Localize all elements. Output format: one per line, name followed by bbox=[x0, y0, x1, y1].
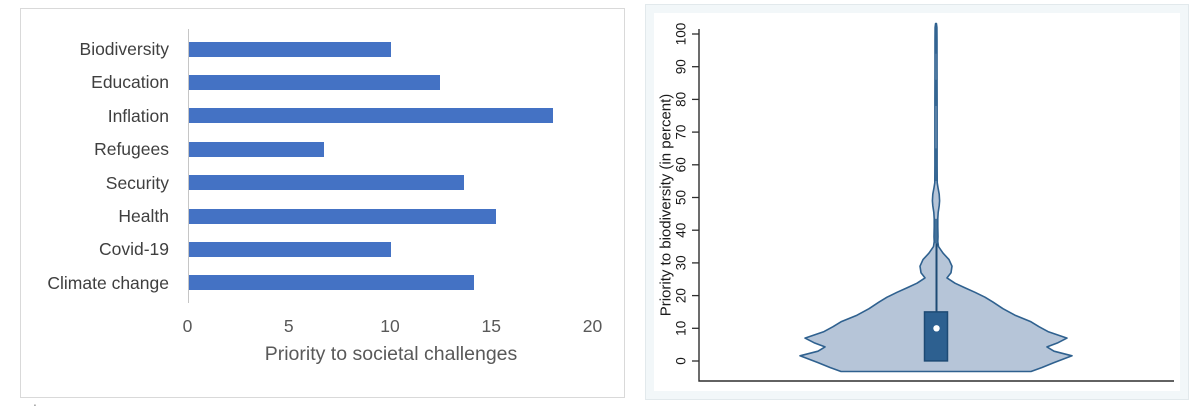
y-tick-label: 90 bbox=[674, 59, 689, 74]
y-tick-label: 40 bbox=[674, 223, 689, 238]
violin-chart-canvas: 0 10 20 30 40 50 60 70 80 90 100 Priority to biodiv… bbox=[658, 22, 1174, 382]
bar-security bbox=[188, 175, 464, 191]
violin-axis-lines bbox=[698, 29, 1174, 382]
bar-chart-panel: Biodiversity Education Inflation Refugees Se… bbox=[20, 8, 625, 398]
median-dot bbox=[933, 325, 940, 332]
y-tick-label: 20 bbox=[674, 288, 689, 303]
bar-refugees bbox=[188, 141, 325, 157]
x-tick-label: 5 bbox=[283, 316, 294, 336]
violin-stem-segment bbox=[934, 148, 938, 182]
category-label: Refugees bbox=[94, 139, 169, 160]
category-label: Security bbox=[105, 172, 169, 193]
category-label: Health bbox=[118, 206, 169, 226]
stray-period-mark: . bbox=[33, 393, 37, 409]
category-label: Education bbox=[91, 72, 169, 93]
bar-biodiversity bbox=[188, 41, 391, 57]
x-tick-label: 0 bbox=[182, 316, 193, 336]
bar-chart-y-axis-line bbox=[187, 29, 189, 303]
x-tick-label: 10 bbox=[380, 316, 400, 336]
violin-chart-panel: 0 10 20 30 40 50 60 70 80 90 100 Priority to biodiv… bbox=[645, 4, 1189, 400]
y-tick-label: 50 bbox=[674, 190, 689, 205]
y-tick-label: 100 bbox=[674, 23, 689, 46]
bar-education bbox=[188, 74, 440, 90]
category-label: Climate change bbox=[47, 272, 169, 293]
category-label: Inflation bbox=[107, 105, 169, 126]
violin-stem-segment bbox=[934, 27, 938, 54]
x-tick-label: 15 bbox=[481, 316, 501, 336]
violin-density-shape bbox=[799, 22, 1073, 373]
bar-inflation bbox=[188, 108, 553, 124]
category-label: Covid-19 bbox=[98, 239, 169, 260]
x-tick-label: 20 bbox=[582, 316, 603, 336]
violin-stem-segment bbox=[934, 218, 938, 244]
violin-y-axis-title: Priority to biodiversity (in percent) bbox=[658, 94, 675, 317]
violin-stem-segment bbox=[934, 79, 938, 106]
y-tick-label: 10 bbox=[674, 321, 689, 336]
bar-climate-change bbox=[188, 275, 474, 291]
box-interquartile-rect bbox=[923, 311, 949, 362]
y-tick-label: 70 bbox=[674, 125, 689, 140]
y-tick-label: 30 bbox=[674, 255, 689, 270]
bar-chart-x-axis-title: Priority to societal challenges bbox=[264, 343, 518, 365]
category-label: Biodiversity bbox=[79, 39, 169, 59]
y-tick-label: 60 bbox=[674, 157, 689, 172]
y-tick-label: 80 bbox=[674, 92, 689, 107]
bar-health bbox=[188, 208, 497, 224]
y-tick-label: 0 bbox=[674, 357, 689, 365]
bar-covid-19 bbox=[188, 241, 391, 257]
